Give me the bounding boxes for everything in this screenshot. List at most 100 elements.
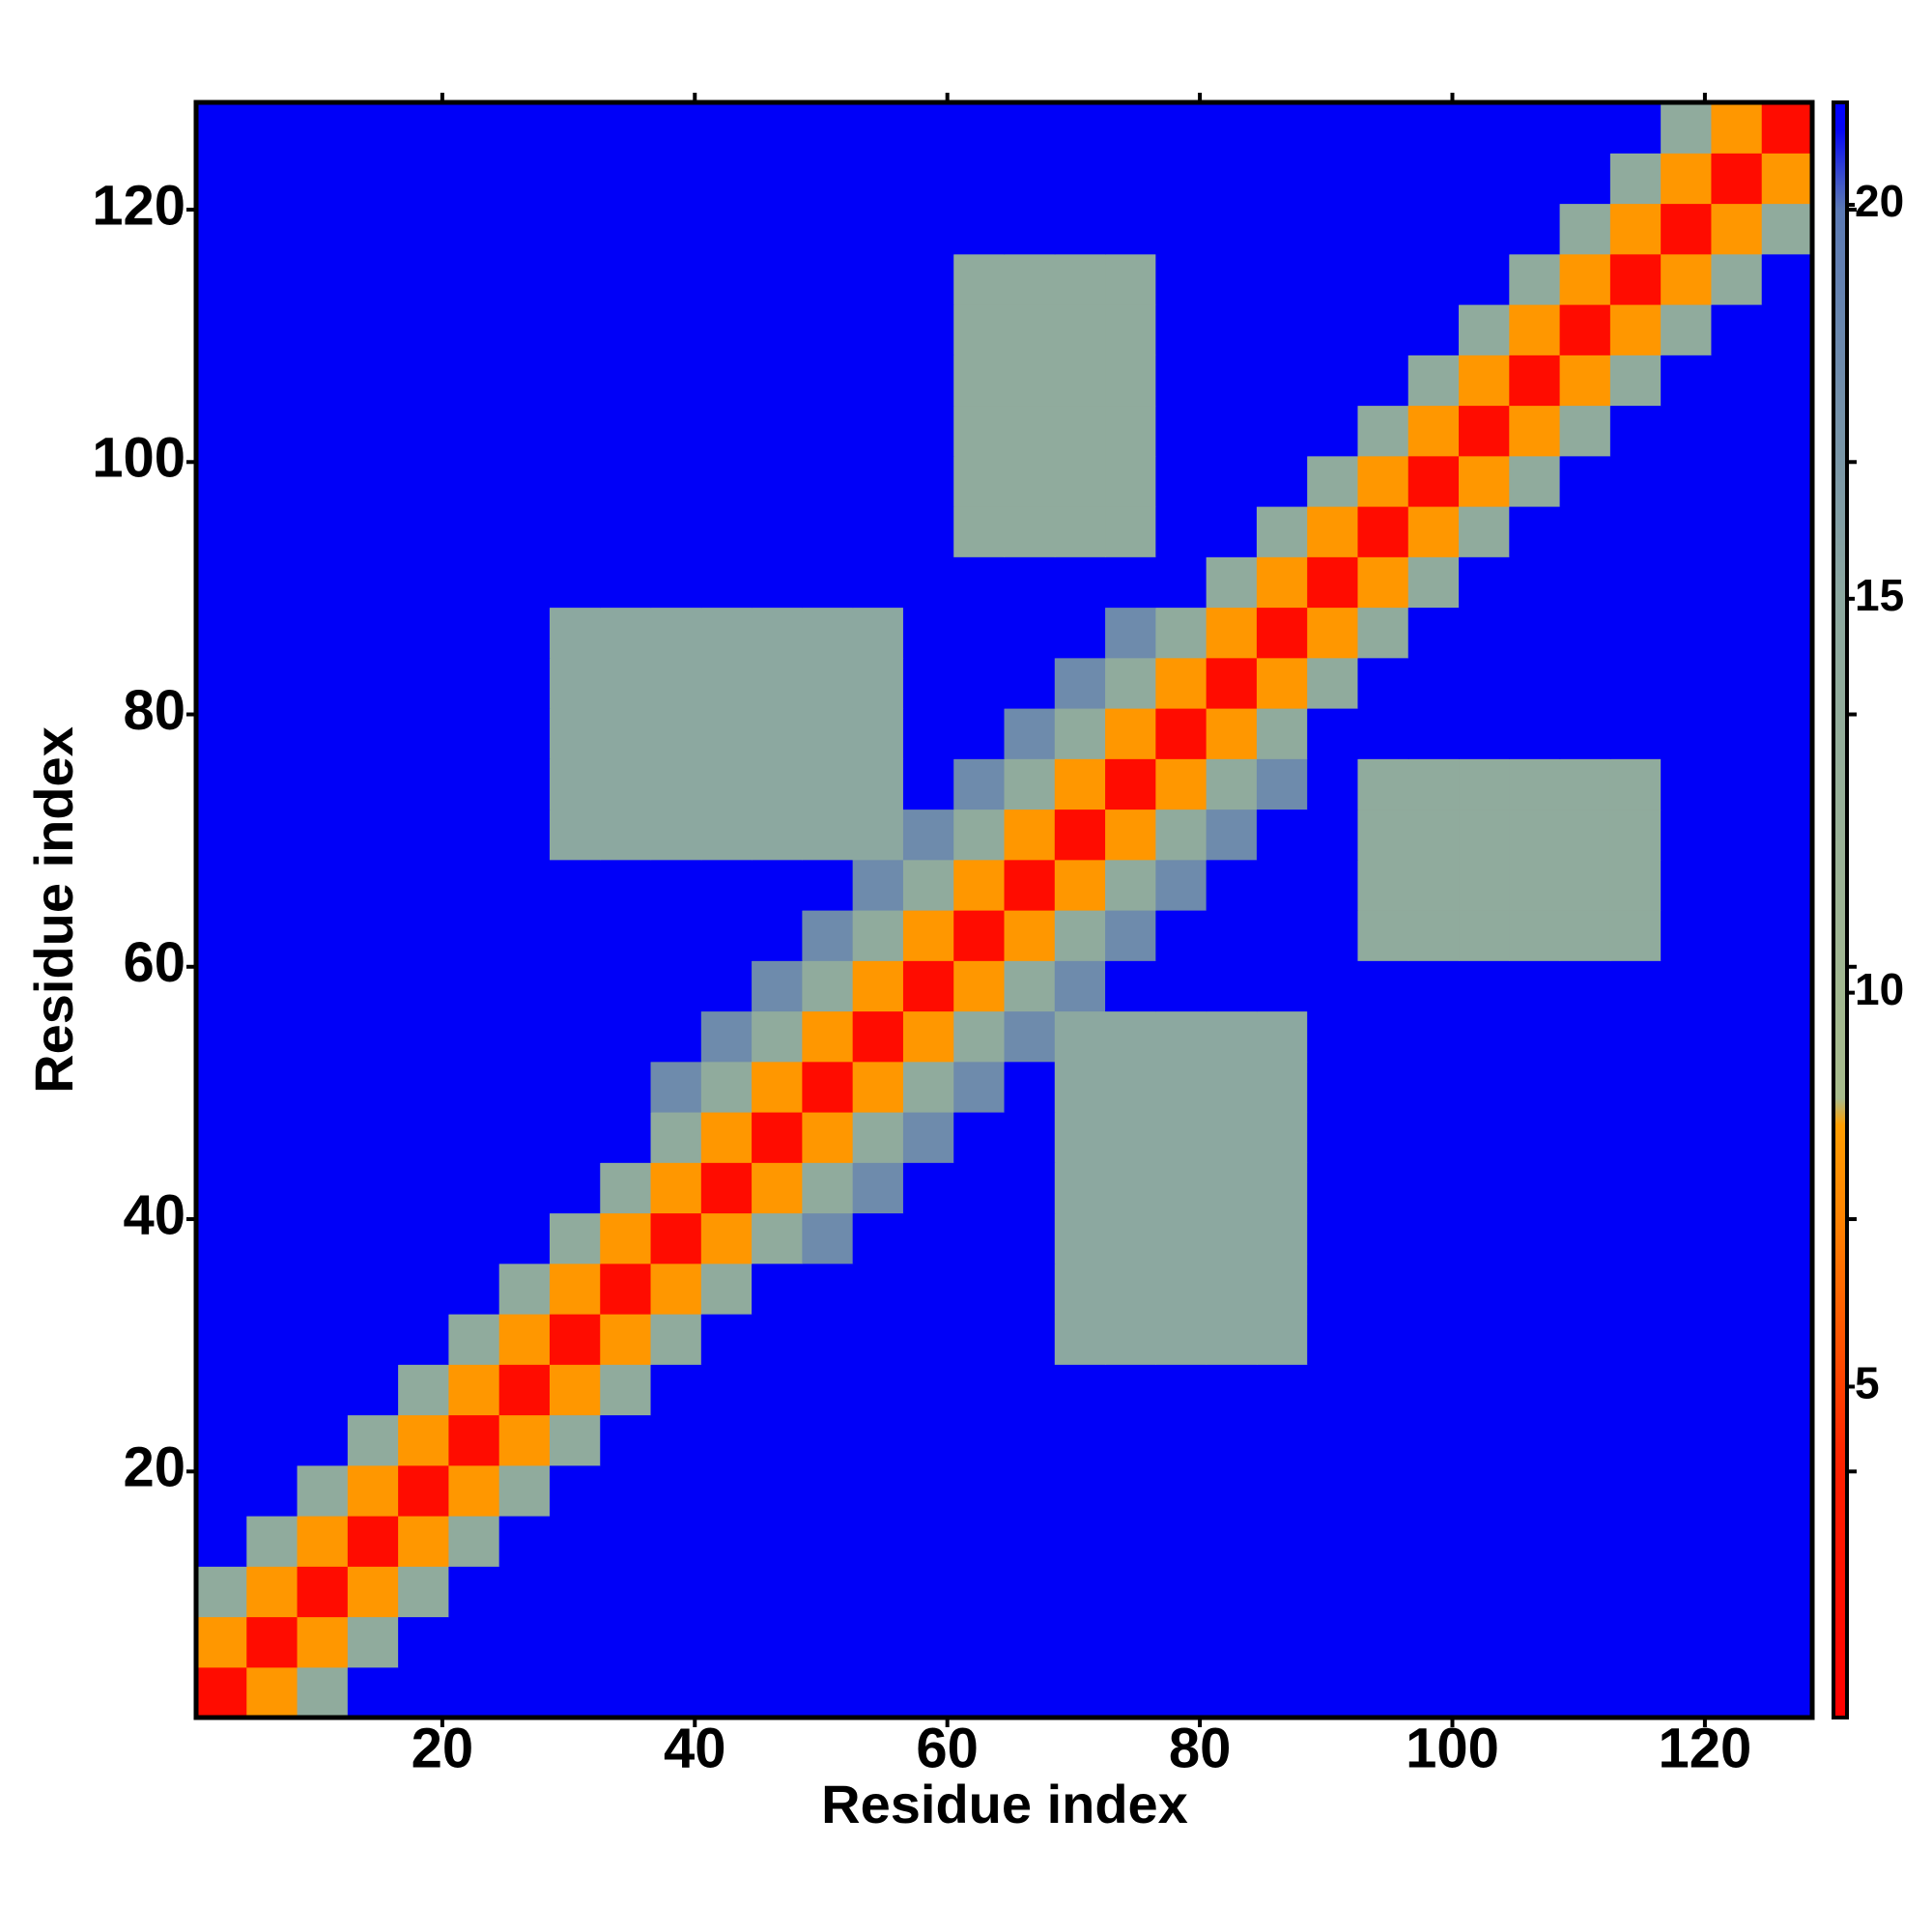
heatmap-cell bbox=[498, 1010, 551, 1063]
heatmap-cell bbox=[549, 1666, 601, 1719]
heatmap-cell bbox=[246, 809, 298, 861]
heatmap-cell bbox=[549, 102, 601, 154]
heatmap-cell bbox=[802, 758, 854, 810]
heatmap-cell bbox=[1711, 1112, 1763, 1163]
heatmap-cell bbox=[1609, 1010, 1662, 1063]
heatmap-cell bbox=[1407, 1010, 1460, 1063]
heatmap-cell bbox=[1357, 405, 1409, 457]
heatmap-cell bbox=[852, 910, 904, 961]
heatmap-cell bbox=[1004, 1616, 1056, 1668]
heatmap-cell bbox=[1206, 1566, 1258, 1618]
heatmap-cell bbox=[398, 1314, 450, 1365]
heatmap-cell bbox=[1559, 1162, 1611, 1214]
heatmap-cell bbox=[498, 1464, 551, 1517]
heatmap-cell bbox=[1054, 1666, 1106, 1719]
heatmap-cell bbox=[1054, 1464, 1106, 1517]
heatmap-cell bbox=[700, 1616, 753, 1668]
heatmap-cell bbox=[1559, 708, 1611, 759]
heatmap-cell bbox=[700, 1010, 753, 1063]
heatmap-cell bbox=[1609, 203, 1662, 255]
heatmap-cell bbox=[1559, 1566, 1611, 1618]
heatmap-cell bbox=[297, 1212, 349, 1264]
heatmap-cell bbox=[246, 153, 298, 205]
heatmap-cell bbox=[1509, 708, 1561, 759]
heatmap-cell bbox=[902, 910, 954, 961]
heatmap-cell bbox=[1459, 607, 1510, 659]
heatmap-cell bbox=[1256, 1616, 1308, 1668]
heatmap-cell bbox=[1711, 506, 1763, 557]
heatmap-cell bbox=[347, 102, 399, 154]
heatmap-cell bbox=[953, 506, 1006, 557]
heatmap-cell bbox=[1307, 1010, 1359, 1063]
heatmap-cell bbox=[297, 758, 349, 810]
heatmap-cell bbox=[752, 1314, 803, 1365]
heatmap-cell bbox=[297, 708, 349, 759]
heatmap-cell bbox=[448, 506, 500, 557]
heatmap-cell bbox=[498, 657, 551, 709]
heatmap-cell bbox=[1256, 960, 1308, 1012]
heatmap-cell bbox=[752, 657, 803, 709]
heatmap-cell bbox=[1509, 1464, 1561, 1517]
heatmap-cell bbox=[1155, 960, 1208, 1012]
heatmap-cell bbox=[347, 1212, 399, 1264]
heatmap-cell bbox=[246, 607, 298, 659]
heatmap-cell bbox=[802, 708, 854, 759]
heatmap-cell bbox=[1459, 355, 1510, 407]
heatmap-cell bbox=[650, 1212, 702, 1264]
heatmap-cell bbox=[1661, 1010, 1713, 1063]
heatmap-cell bbox=[1105, 1112, 1156, 1163]
heatmap-cell bbox=[196, 758, 247, 810]
heatmap-cell bbox=[700, 253, 753, 305]
heatmap-cell bbox=[196, 1464, 247, 1517]
heatmap-cell bbox=[1711, 859, 1763, 911]
heatmap-cell bbox=[1761, 1414, 1813, 1466]
heatmap-cell bbox=[1256, 1516, 1308, 1567]
heatmap-cell bbox=[1559, 657, 1611, 709]
heatmap-cell bbox=[1206, 506, 1258, 557]
heatmap-cell bbox=[448, 960, 500, 1012]
heatmap-cell bbox=[1661, 102, 1713, 154]
heatmap-cell bbox=[1155, 758, 1208, 810]
heatmap-cell bbox=[1307, 607, 1359, 659]
heatmap-cell bbox=[1105, 455, 1156, 507]
heatmap-cell bbox=[498, 556, 551, 609]
heatmap-cell bbox=[1256, 506, 1308, 557]
heatmap-cell bbox=[700, 657, 753, 709]
heatmap-cell bbox=[700, 859, 753, 911]
heatmap-cell bbox=[1407, 1314, 1460, 1365]
heatmap-cell bbox=[297, 153, 349, 205]
heatmap-cell bbox=[650, 1414, 702, 1466]
heatmap-cell bbox=[196, 859, 247, 911]
heatmap-cell bbox=[650, 455, 702, 507]
heatmap-cell bbox=[1004, 1566, 1056, 1618]
heatmap-cell bbox=[1054, 1566, 1106, 1618]
heatmap-cell bbox=[1459, 455, 1510, 507]
heatmap-cell bbox=[448, 1566, 500, 1618]
heatmap-cell bbox=[1054, 455, 1106, 507]
heatmap-cell bbox=[498, 960, 551, 1012]
heatmap-cell bbox=[1256, 809, 1308, 861]
heatmap-cell bbox=[448, 1314, 500, 1365]
heatmap-cell bbox=[196, 1010, 247, 1063]
heatmap-cell bbox=[953, 1616, 1006, 1668]
heatmap-cell bbox=[600, 1112, 652, 1163]
heatmap-cell bbox=[802, 1414, 854, 1466]
heatmap-cell bbox=[1256, 708, 1308, 759]
heatmap-cell bbox=[1256, 1666, 1308, 1719]
heatmap-cell bbox=[1407, 758, 1460, 810]
heatmap-cell bbox=[1155, 506, 1208, 557]
heatmap-cell bbox=[1559, 859, 1611, 911]
heatmap-cell bbox=[1761, 102, 1813, 154]
heatmap-cell bbox=[752, 1263, 803, 1315]
heatmap-cell bbox=[1155, 657, 1208, 709]
heatmap-cell bbox=[700, 607, 753, 659]
heatmap-cell bbox=[549, 607, 601, 659]
heatmap-cell bbox=[1761, 153, 1813, 205]
y-tick-label: 40 bbox=[123, 1183, 185, 1246]
heatmap-cell bbox=[953, 355, 1006, 407]
heatmap-cell bbox=[1105, 758, 1156, 810]
heatmap-cell bbox=[1609, 455, 1662, 507]
heatmap-cell bbox=[1459, 102, 1510, 154]
heatmap-cell bbox=[1459, 1314, 1510, 1365]
heatmap-cell bbox=[1206, 1364, 1258, 1416]
